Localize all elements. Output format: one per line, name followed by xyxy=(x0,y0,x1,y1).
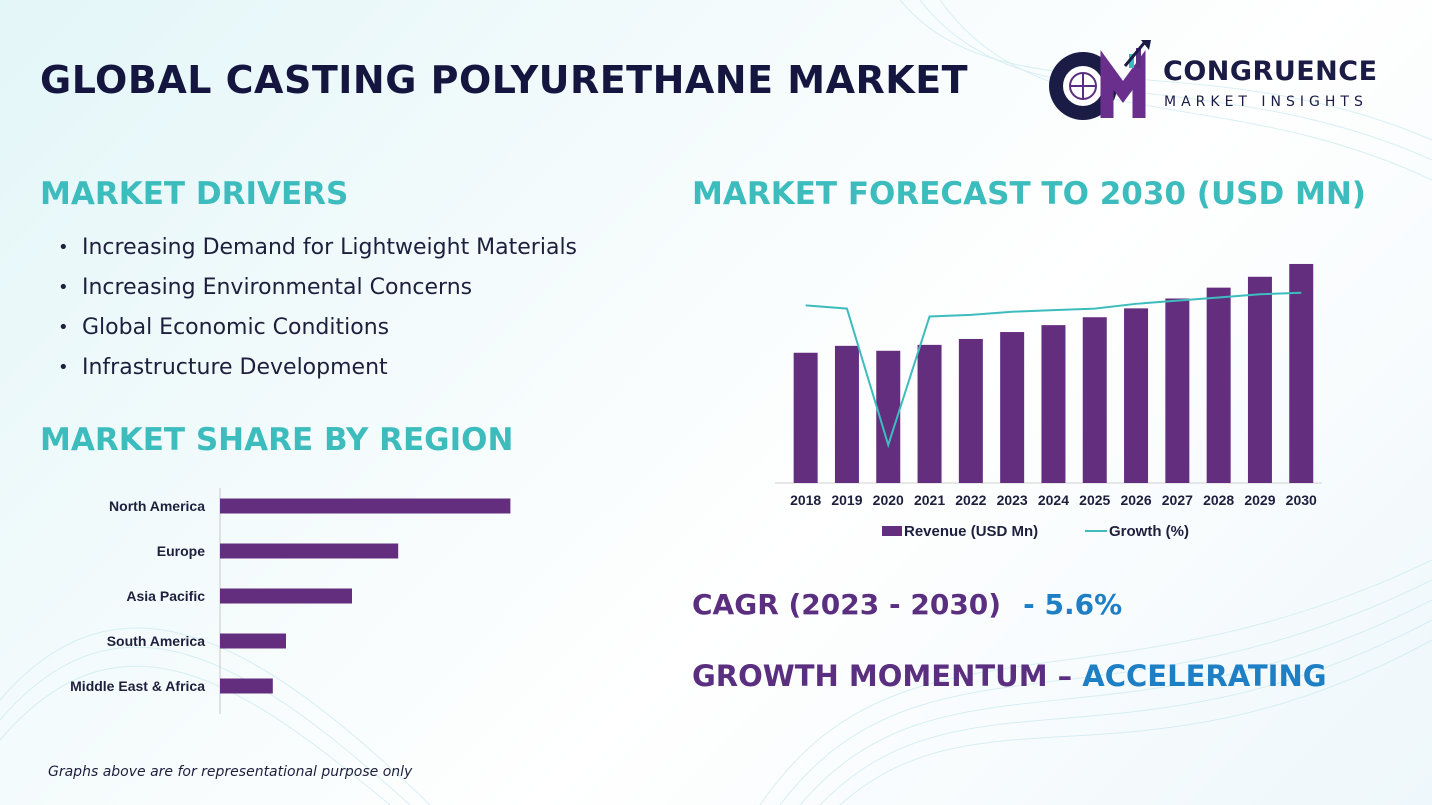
cagr-stat: CAGR (2023 - 2030) - 5.6% xyxy=(692,588,1122,621)
region-label: South America xyxy=(107,633,205,649)
year-tick-label: 2027 xyxy=(1162,492,1193,508)
forecast-heading: MARKET FORECAST TO 2030 (USD MN) xyxy=(692,176,1366,212)
region-label: Europe xyxy=(157,543,205,559)
page-title: GLOBAL CASTING POLYURETHANE MARKET xyxy=(40,58,969,102)
year-tick-label: 2023 xyxy=(997,492,1028,508)
driver-item: • Global Economic Conditions xyxy=(58,308,577,348)
forecast-chart: 2018 2019 2020 2021 2022 2023 2024 2025 2026 2027… xyxy=(775,263,1322,540)
drivers-list: • Increasing Demand for Lightweight Mater… xyxy=(58,228,577,388)
forecast-bar xyxy=(1247,276,1272,483)
year-tick-label: 2026 xyxy=(1120,492,1151,508)
year-tick-label: 2028 xyxy=(1203,492,1234,508)
forecast-bar xyxy=(1041,325,1066,483)
driver-text: Global Economic Conditions xyxy=(82,315,390,340)
region-label: North America xyxy=(109,498,205,514)
driver-item: • Infrastructure Development xyxy=(58,348,577,388)
year-tick-label: 2018 xyxy=(790,492,821,508)
legend-revenue-swatch xyxy=(882,526,902,536)
year-tick-label: 2021 xyxy=(914,492,945,508)
forecast-bar xyxy=(917,344,942,483)
growth-momentum: GROWTH MOMENTUM – ACCELERATING xyxy=(692,659,1327,693)
region-bar xyxy=(220,633,286,649)
year-tick-label: 2030 xyxy=(1286,492,1317,508)
year-tick-label: 2025 xyxy=(1079,492,1110,508)
momentum-value: ACCELERATING xyxy=(1082,659,1327,693)
growth-line xyxy=(805,291,1302,449)
bullet-icon: • xyxy=(58,357,69,378)
year-tick-label: 2022 xyxy=(955,492,986,508)
cmi-logo-icon xyxy=(1049,40,1151,120)
region-share-chart: North America Europe Asia Pacific South Ame… xyxy=(70,488,511,714)
disclaimer-footnote: Graphs above are for representational pu… xyxy=(48,764,413,780)
year-tick-label: 2029 xyxy=(1244,492,1275,508)
region-label: Asia Pacific xyxy=(126,588,205,604)
logo-wordmark: CONGRUENCE xyxy=(1163,56,1378,87)
region-bar xyxy=(220,588,352,604)
driver-item: • Increasing Environmental Concerns xyxy=(58,268,577,308)
forecast-bar xyxy=(1289,263,1314,483)
driver-text: Increasing Demand for Lightweight Materi… xyxy=(82,235,578,260)
momentum-label: GROWTH MOMENTUM – xyxy=(692,659,1083,693)
region-bar xyxy=(220,543,399,559)
cagr-label: CAGR (2023 - 2030) xyxy=(692,588,1002,621)
company-logo: CONGRUENCE MARKET INSIGHTS xyxy=(1045,40,1405,120)
year-tick-label: 2020 xyxy=(873,492,904,508)
bullet-icon: • xyxy=(58,317,69,338)
forecast-bar xyxy=(1082,317,1107,483)
region-bar xyxy=(220,678,273,694)
bullet-icon: • xyxy=(58,237,69,258)
region-bar xyxy=(220,498,511,514)
drivers-heading: MARKET DRIVERS xyxy=(40,176,349,212)
legend-growth-label: Growth (%) xyxy=(1109,523,1189,540)
forecast-bar xyxy=(1124,308,1149,483)
driver-text: Infrastructure Development xyxy=(82,355,388,380)
legend-revenue-label: Revenue (USD Mn) xyxy=(904,523,1038,540)
forecast-bar xyxy=(1165,298,1190,483)
driver-item: • Increasing Demand for Lightweight Mater… xyxy=(58,228,577,268)
cagr-value: - 5.6% xyxy=(1023,588,1123,621)
logo-subtitle: MARKET INSIGHTS xyxy=(1164,94,1368,110)
year-tick-label: 2024 xyxy=(1038,492,1069,508)
forecast-bar xyxy=(1206,287,1231,483)
forecast-bar xyxy=(958,338,983,483)
region-heading: MARKET SHARE BY REGION xyxy=(40,422,514,458)
bullet-icon: • xyxy=(58,277,69,298)
driver-text: Increasing Environmental Concerns xyxy=(82,275,473,300)
region-label: Middle East & Africa xyxy=(70,678,205,694)
forecast-bar xyxy=(834,345,859,483)
forecast-bar xyxy=(1000,332,1025,483)
year-tick-label: 2019 xyxy=(831,492,862,508)
forecast-bar xyxy=(793,352,818,483)
